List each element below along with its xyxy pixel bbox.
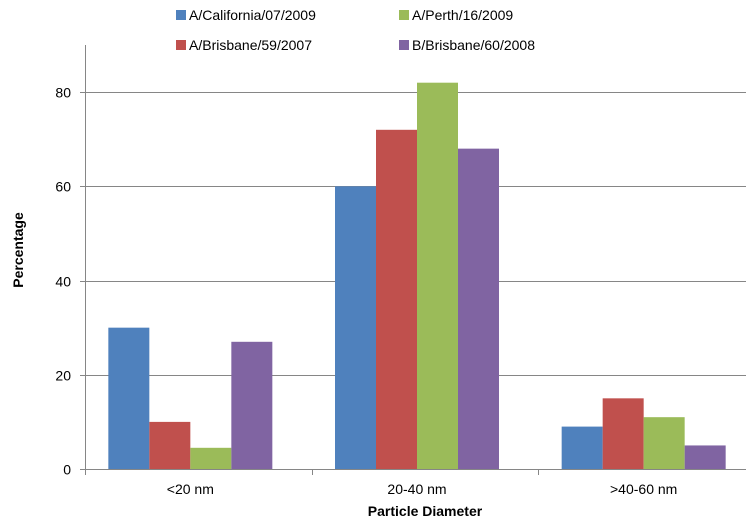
bar-2-0 [190, 447, 232, 469]
bar-3-1 [458, 148, 499, 469]
legend-item: B/Brisbane/60/2008 [399, 37, 535, 53]
y-tick-label: 60 [55, 179, 71, 195]
bar-1-1 [376, 129, 417, 470]
legend-label: A/Brisbane/59/2007 [189, 37, 312, 53]
x-tick-label: 20-40 nm [387, 481, 446, 497]
legend-swatch [176, 40, 186, 50]
y-tick-label: 40 [55, 274, 71, 290]
legend-swatch [176, 10, 186, 20]
bar-0-2 [561, 426, 603, 469]
bar-1-0 [149, 421, 191, 469]
bar-3-0 [231, 341, 273, 469]
legend-label: A/Perth/16/2009 [412, 7, 513, 23]
legend-item: A/California/07/2009 [176, 7, 316, 23]
legend: A/California/07/2009 A/Brisbane/59/2007 A/… [176, 7, 535, 53]
legend-item: A/Brisbane/59/2007 [176, 37, 312, 53]
bar-2-1 [417, 82, 458, 469]
legend-swatch [399, 40, 409, 50]
x-tick-label: >40-60 nm [610, 481, 677, 497]
bar-2-2 [643, 417, 685, 469]
x-tick-label: <20 nm [167, 481, 214, 497]
legend-item: A/Perth/16/2009 [399, 7, 513, 23]
x-tick-labels: <20 nm 20-40 nm >40-60 nm [85, 469, 677, 497]
bar-0-1 [335, 186, 376, 470]
y-tick-labels: 0 20 40 60 80 [55, 85, 85, 478]
y-axis-title: Percentage [10, 212, 26, 288]
y-tick-label: 20 [55, 368, 71, 384]
bars [108, 82, 726, 470]
y-tick-label: 80 [55, 85, 71, 101]
legend-label: A/California/07/2009 [189, 7, 316, 23]
bar-1-2 [602, 398, 644, 469]
axes [85, 45, 746, 470]
x-axis-title: Particle Diameter [368, 503, 483, 519]
y-tick-label: 0 [63, 462, 71, 478]
legend-label: B/Brisbane/60/2008 [412, 37, 535, 53]
legend-swatch [399, 10, 409, 20]
bar-3-2 [684, 445, 726, 469]
bar-0-0 [108, 327, 150, 469]
